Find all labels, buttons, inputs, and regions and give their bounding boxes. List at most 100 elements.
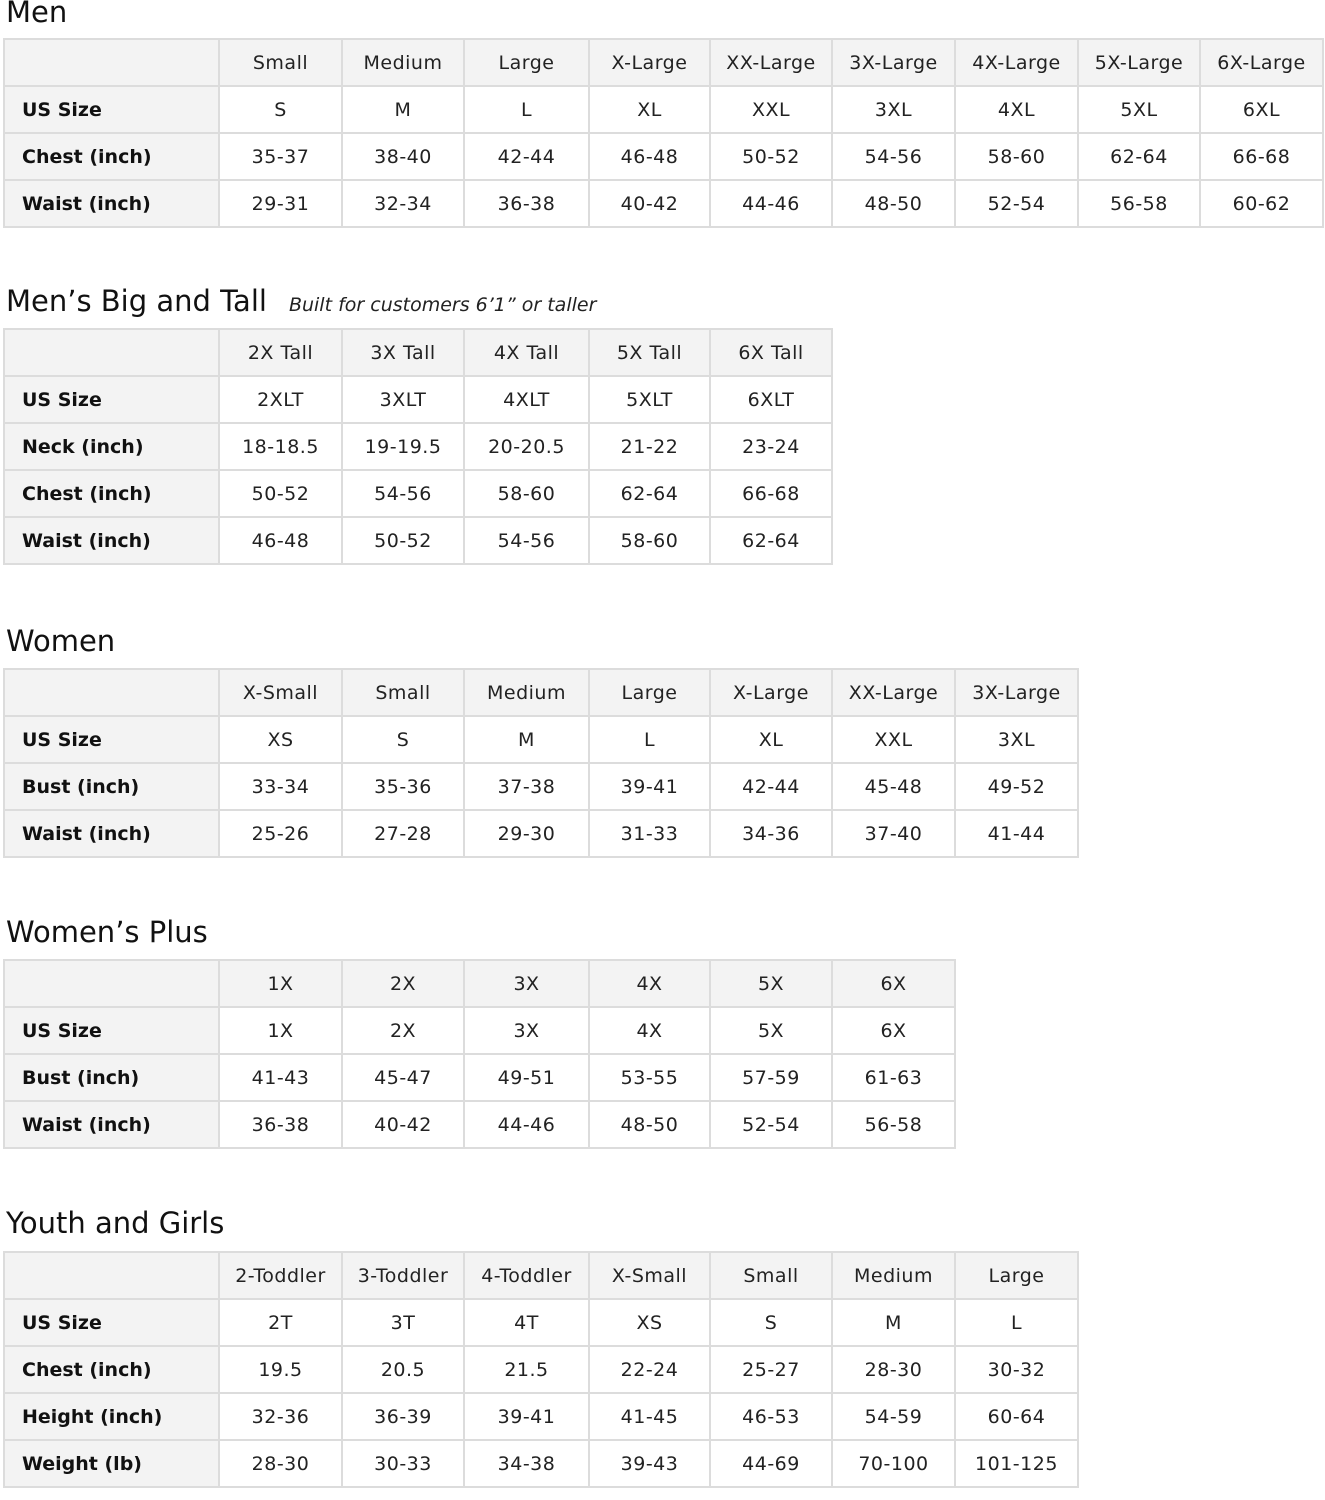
table-cell: M bbox=[463, 715, 590, 764]
table-cell: 19-19.5 bbox=[341, 422, 465, 471]
section-title-text: Women bbox=[6, 624, 116, 658]
table-cell: 33-34 bbox=[218, 762, 343, 811]
table-cell: 22-24 bbox=[588, 1345, 711, 1394]
column-header: 3X-Large bbox=[954, 668, 1079, 717]
table-cell: 62-64 bbox=[588, 469, 711, 518]
section-title: Women’s Plus bbox=[6, 915, 208, 949]
table-cell: 3X bbox=[463, 1006, 590, 1055]
column-header: 4X bbox=[588, 959, 711, 1008]
header-row: X-Small Small Medium Large X-Large XX-Large 3X… bbox=[3, 668, 1079, 717]
section-title: Men’s Big and Tall Built for customers 6’… bbox=[6, 284, 596, 318]
table-cell: 36-39 bbox=[341, 1392, 465, 1441]
table-cell: 34-38 bbox=[463, 1439, 590, 1488]
table-row: Chest (inch) 35-37 38-40 42-44 46-48 50-52 54-… bbox=[3, 132, 1324, 181]
table-cell: S bbox=[709, 1298, 833, 1347]
table-cell: 35-36 bbox=[341, 762, 465, 811]
column-header: 5X bbox=[709, 959, 833, 1008]
corner-cell bbox=[3, 668, 220, 717]
table-cell: 48-50 bbox=[831, 179, 956, 228]
table-cell: 58-60 bbox=[954, 132, 1079, 181]
column-header: X-Small bbox=[588, 1251, 711, 1300]
row-label: Waist (inch) bbox=[3, 516, 220, 565]
table-cell: 41-44 bbox=[954, 809, 1079, 858]
table-row: Bust (inch) 41-43 45-47 49-51 53-55 57-59 61-6… bbox=[3, 1053, 956, 1102]
table-cell: 36-38 bbox=[218, 1100, 343, 1149]
row-label: Chest (inch) bbox=[3, 469, 220, 518]
table-cell: L bbox=[463, 85, 590, 134]
column-header: 3X bbox=[463, 959, 590, 1008]
table-cell: XS bbox=[588, 1298, 711, 1347]
table-cell: 39-43 bbox=[588, 1439, 711, 1488]
table-row: Neck (inch) 18-18.5 19-19.5 20-20.5 21-22 23-… bbox=[3, 422, 833, 471]
row-label: US Size bbox=[3, 1298, 220, 1347]
row-label: US Size bbox=[3, 715, 220, 764]
row-label: Bust (inch) bbox=[3, 1053, 220, 1102]
column-header: Medium bbox=[463, 668, 590, 717]
table-row: Weight (lb) 28-30 30-33 34-38 39-43 44-69 70-1… bbox=[3, 1439, 1079, 1488]
column-header: 6X bbox=[831, 959, 956, 1008]
table-cell: 46-48 bbox=[588, 132, 711, 181]
table-cell: 49-51 bbox=[463, 1053, 590, 1102]
table-cell: 50-52 bbox=[341, 516, 465, 565]
column-header: Medium bbox=[341, 38, 465, 87]
table-cell: XL bbox=[709, 715, 833, 764]
row-label: Height (inch) bbox=[3, 1392, 220, 1441]
table-cell: 40-42 bbox=[341, 1100, 465, 1149]
column-header: Small bbox=[218, 38, 343, 87]
table-cell: 34-36 bbox=[709, 809, 833, 858]
section-title-text: Men bbox=[6, 0, 68, 29]
table-cell: 30-33 bbox=[341, 1439, 465, 1488]
table-cell: 6XLT bbox=[709, 375, 833, 424]
row-label: US Size bbox=[3, 375, 220, 424]
table-cell: 56-58 bbox=[831, 1100, 956, 1149]
table-cell: 60-64 bbox=[954, 1392, 1079, 1441]
table-cell: 70-100 bbox=[831, 1439, 956, 1488]
column-header: 4-Toddler bbox=[463, 1251, 590, 1300]
header-row: Small Medium Large X-Large XX-Large 3X-Large 4… bbox=[3, 38, 1324, 87]
column-header: 1X bbox=[218, 959, 343, 1008]
table-cell: 66-68 bbox=[1199, 132, 1324, 181]
table-cell: M bbox=[831, 1298, 956, 1347]
corner-cell bbox=[3, 959, 220, 1008]
table-cell: 28-30 bbox=[831, 1345, 956, 1394]
section-title: Women bbox=[6, 624, 115, 658]
table-row: Waist (inch) 36-38 40-42 44-46 48-50 52-54 56-… bbox=[3, 1100, 956, 1149]
row-label: Chest (inch) bbox=[3, 132, 220, 181]
row-label: Waist (inch) bbox=[3, 809, 220, 858]
table-cell: 49-52 bbox=[954, 762, 1079, 811]
table-cell: 60-62 bbox=[1199, 179, 1324, 228]
table-cell: 3XL bbox=[831, 85, 956, 134]
table-cell: 62-64 bbox=[1077, 132, 1201, 181]
table-cell: 32-34 bbox=[341, 179, 465, 228]
table-row: Chest (inch) 19.5 20.5 21.5 22-24 25-27 28-30 3… bbox=[3, 1345, 1079, 1394]
section-title: Men bbox=[6, 0, 67, 29]
table-cell: 39-41 bbox=[588, 762, 711, 811]
table-cell: 5X bbox=[709, 1006, 833, 1055]
column-header: X-Small bbox=[218, 668, 343, 717]
table-cell: 27-28 bbox=[341, 809, 465, 858]
table-cell: 50-52 bbox=[218, 469, 343, 518]
table-row: Chest (inch) 50-52 54-56 58-60 62-64 66-68 bbox=[3, 469, 833, 518]
table-cell: 37-38 bbox=[463, 762, 590, 811]
table-cell: 40-42 bbox=[588, 179, 711, 228]
table-cell: 61-63 bbox=[831, 1053, 956, 1102]
table-cell: 45-48 bbox=[831, 762, 956, 811]
column-header: 3-Toddler bbox=[341, 1251, 465, 1300]
section-title-text: Women’s Plus bbox=[6, 915, 208, 949]
table-cell: 58-60 bbox=[463, 469, 590, 518]
corner-cell bbox=[3, 38, 220, 87]
table-cell: 4X bbox=[588, 1006, 711, 1055]
table-cell: 44-69 bbox=[709, 1439, 833, 1488]
table-row: Bust (inch) 33-34 35-36 37-38 39-41 42-44 45-4… bbox=[3, 762, 1079, 811]
table-cell: 3T bbox=[341, 1298, 465, 1347]
row-label: Weight (lb) bbox=[3, 1439, 220, 1488]
table-cell: 3XLT bbox=[341, 375, 465, 424]
column-header: XX-Large bbox=[709, 38, 833, 87]
table-cell: 41-45 bbox=[588, 1392, 711, 1441]
table-cell: 56-58 bbox=[1077, 179, 1201, 228]
table-cell: 2XLT bbox=[218, 375, 343, 424]
column-header: 4X Tall bbox=[463, 328, 590, 377]
column-header: Small bbox=[709, 1251, 833, 1300]
section-title: Youth and Girls bbox=[6, 1206, 224, 1240]
table-cell: 2T bbox=[218, 1298, 343, 1347]
